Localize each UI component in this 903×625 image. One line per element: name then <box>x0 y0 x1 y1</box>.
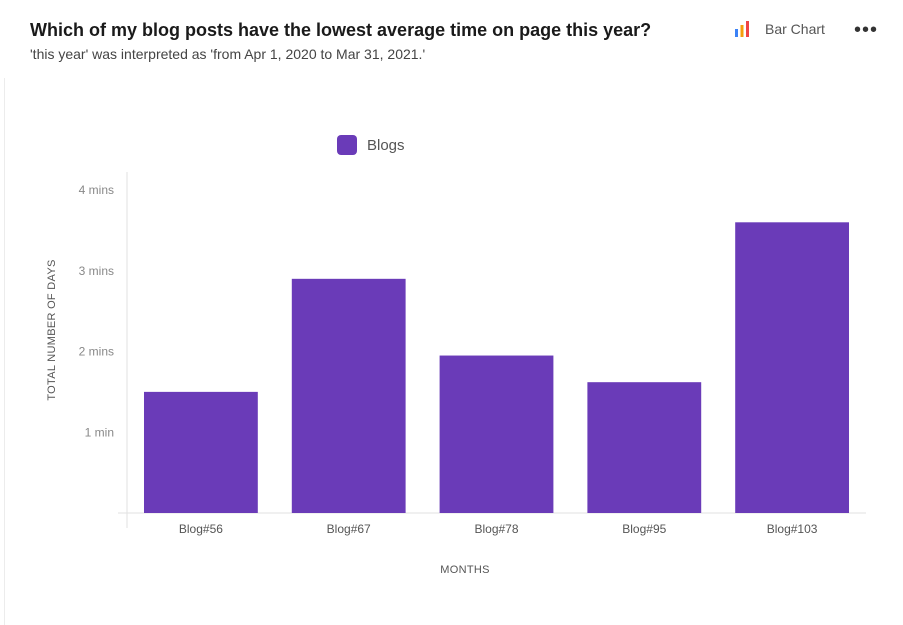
bar[interactable] <box>143 391 258 513</box>
bar[interactable] <box>735 222 850 514</box>
legend-label: Blogs <box>367 136 405 154</box>
chart-title: Which of my blog posts have the lowest a… <box>30 20 652 40</box>
x-tick-label: Blog#67 <box>327 522 371 536</box>
x-axis-title: MONTHS <box>440 564 489 576</box>
y-tick-label: 2 mins <box>79 345 114 359</box>
x-tick-label: Blog#56 <box>179 522 223 536</box>
y-tick-label: 3 mins <box>79 264 114 278</box>
chart-legend[interactable]: Blogs <box>337 135 405 155</box>
bar[interactable] <box>291 278 406 513</box>
chart-subtitle: 'this year' was interpreted as 'from Apr… <box>30 46 426 62</box>
y-tick-label: 4 mins <box>79 183 114 197</box>
bar[interactable] <box>587 382 702 513</box>
chart-type-label: Bar Chart <box>765 21 825 37</box>
y-axis-title: TOTAL NUMBER OF DAYS <box>46 259 58 400</box>
bar[interactable] <box>439 355 554 513</box>
more-options-button[interactable]: ••• <box>851 19 881 41</box>
x-tick-label: Blog#95 <box>622 522 666 536</box>
x-tick-label: Blog#103 <box>767 522 818 536</box>
panel-divider <box>4 78 5 625</box>
y-tick-label: 1 min <box>85 425 114 439</box>
bar-chart-icon <box>733 20 751 38</box>
chart-header: Which of my blog posts have the lowest a… <box>30 18 903 64</box>
chart-type-selector[interactable]: Bar Chart <box>733 20 825 38</box>
legend-swatch <box>337 135 357 155</box>
x-tick-label: Blog#78 <box>474 522 518 536</box>
